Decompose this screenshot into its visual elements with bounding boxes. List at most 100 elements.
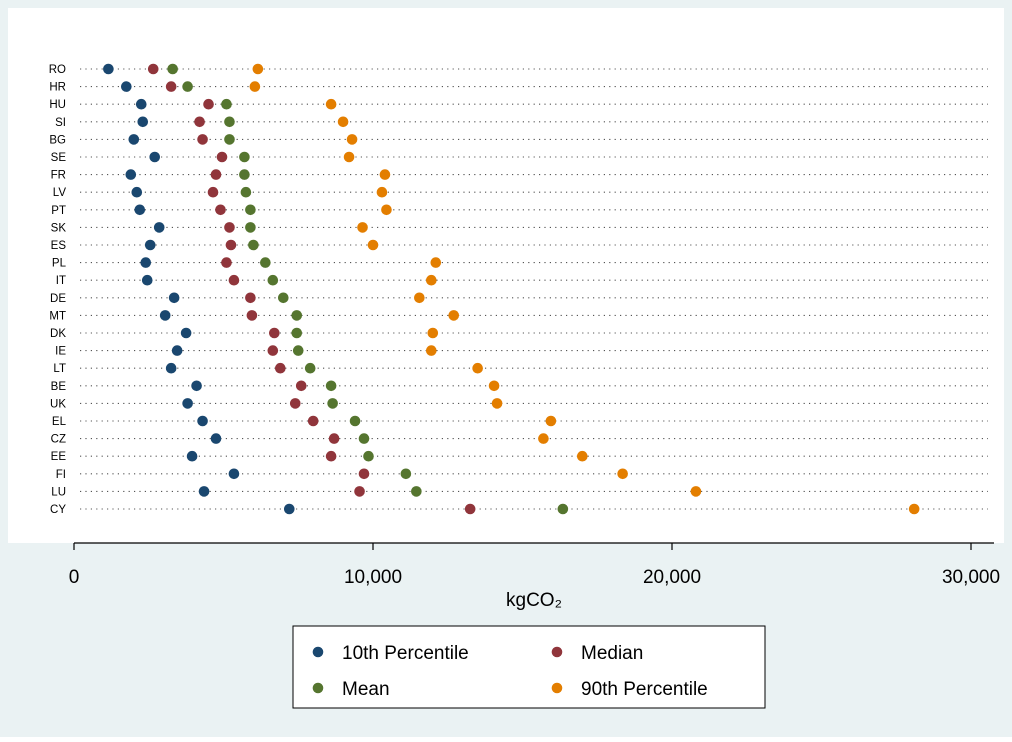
data-point: [327, 398, 338, 409]
data-point: [182, 398, 193, 409]
data-point: [165, 362, 177, 374]
category-label: CY: [50, 504, 66, 516]
data-point: [295, 380, 307, 392]
data-point: [577, 450, 588, 462]
data-point: [245, 292, 256, 304]
category-label: RO: [49, 64, 66, 76]
legend-label: Median: [581, 643, 643, 664]
data-point: [448, 310, 460, 321]
category-label: IE: [55, 346, 66, 358]
data-point: [159, 310, 171, 321]
category-label: PL: [52, 258, 67, 270]
data-point: [194, 116, 205, 128]
legend-marker: [312, 646, 324, 658]
category-label: SE: [51, 152, 67, 164]
data-point: [182, 81, 193, 92]
category-label: EE: [51, 451, 67, 463]
category-label: SI: [55, 117, 66, 129]
legend-marker: [312, 682, 324, 694]
data-point: [304, 362, 316, 374]
data-point: [147, 63, 159, 75]
legend: 10th Percentile Median Mean 90th Percentile: [312, 643, 708, 700]
category-label: IT: [56, 275, 66, 287]
data-point: [289, 398, 301, 409]
data-point: [228, 468, 240, 480]
data-point: [358, 468, 370, 480]
data-point: [283, 503, 295, 515]
category-labels: RO HR HU SI BG SE FR LV PT SK ES PL IT DE MT DK IE LT BE UK…: [49, 64, 67, 516]
data-point: [363, 450, 374, 462]
category-label: LV: [53, 187, 67, 199]
data-point: [240, 186, 252, 198]
x-axis-title: kgCO₂: [506, 590, 562, 611]
legend-marker: [551, 646, 563, 658]
data-point: [135, 98, 147, 110]
data-point: [239, 169, 250, 180]
data-point: [210, 169, 222, 180]
data-point: [337, 116, 349, 128]
data-point: [249, 81, 261, 92]
data-point: [134, 204, 146, 216]
data-point: [278, 292, 289, 304]
data-point: [140, 257, 152, 268]
x-axis-ticks: 0 10,000 20,000 30,000: [69, 543, 1000, 588]
data-point: [245, 222, 256, 233]
data-point: [191, 380, 202, 392]
data-point: [328, 433, 340, 444]
data-point: [325, 98, 337, 110]
data-point: [128, 134, 140, 145]
category-label: BG: [49, 134, 66, 146]
data-point: [343, 151, 355, 163]
data-point: [427, 327, 439, 339]
data-points: [103, 63, 920, 515]
data-point: [171, 345, 183, 356]
data-point: [224, 116, 235, 128]
category-label: FR: [51, 170, 66, 182]
data-point: [269, 327, 280, 339]
data-point: [125, 169, 137, 180]
data-point: [225, 239, 237, 251]
data-point: [221, 257, 232, 268]
plot-area: [8, 8, 1004, 543]
data-point: [141, 274, 153, 286]
data-point: [292, 345, 304, 356]
data-point: [267, 345, 279, 356]
data-point: [252, 63, 264, 75]
data-point: [275, 362, 286, 374]
data-point: [221, 98, 232, 110]
x-tick-label: 20,000: [643, 567, 701, 588]
data-point: [224, 222, 235, 233]
legend-marker: [551, 682, 563, 694]
category-label: EL: [52, 416, 67, 428]
x-tick-label: 0: [69, 567, 80, 588]
data-point: [180, 327, 192, 339]
legend-label: Mean: [342, 679, 390, 700]
data-point: [228, 274, 240, 286]
data-point: [207, 186, 219, 198]
data-point: [168, 292, 180, 304]
category-label: LT: [53, 363, 66, 375]
data-point: [248, 239, 259, 251]
data-point: [186, 450, 198, 462]
data-point: [121, 81, 132, 92]
data-point: [358, 433, 370, 444]
data-point: [376, 186, 388, 198]
legend-box: [292, 625, 766, 709]
data-point: [354, 486, 365, 497]
data-point: [381, 204, 392, 216]
data-point: [557, 503, 569, 515]
legend-label: 90th Percentile: [581, 679, 708, 700]
data-point: [210, 433, 222, 444]
data-point: [426, 274, 437, 286]
data-point: [426, 345, 437, 356]
data-point: [690, 486, 702, 497]
data-point: [153, 222, 165, 233]
category-label: UK: [50, 398, 66, 410]
category-label: LU: [51, 486, 66, 498]
category-label: CZ: [51, 434, 66, 446]
legend-label: 10th Percentile: [342, 643, 469, 664]
data-point: [414, 292, 425, 304]
category-label: BE: [51, 381, 67, 393]
category-label: PT: [51, 205, 66, 217]
data-point: [400, 468, 412, 480]
